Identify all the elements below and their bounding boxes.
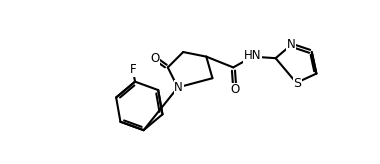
Text: S: S [293, 77, 301, 90]
Text: O: O [150, 52, 159, 65]
Text: N: N [287, 38, 295, 51]
Text: N: N [174, 81, 183, 94]
Text: F: F [130, 63, 136, 76]
Text: O: O [230, 83, 239, 96]
Text: HN: HN [244, 49, 261, 62]
